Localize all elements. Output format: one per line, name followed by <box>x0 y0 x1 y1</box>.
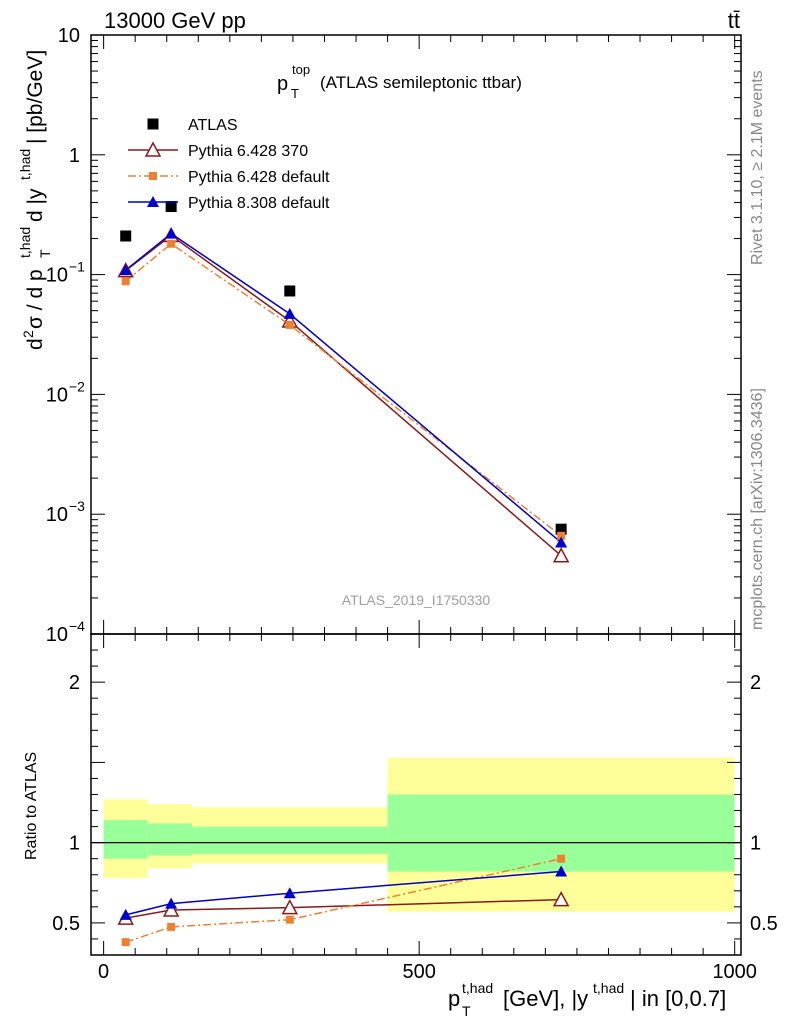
svg-text:| in [0,0.7]: | in [0,0.7] <box>630 986 726 1011</box>
svg-text:t,had: t,had <box>462 980 493 996</box>
svg-text:10: 10 <box>46 504 68 526</box>
legend-label-pythia-8-308-default: Pythia 8.308 default <box>188 195 330 212</box>
uncertainty-band-green-0 <box>103 820 148 859</box>
ratio-point-pythia-8-308-default <box>283 887 296 899</box>
ratio-point-pythia-6-428-370 <box>281 899 299 915</box>
ratio-y-tick-label-right: 1 <box>750 833 761 855</box>
svg-text:t,had: t,had <box>593 980 624 996</box>
main-point-pythia-6-428-default <box>285 320 294 329</box>
x-axis-label: p T t,had [GeV], |y t,had | in [0,0.7] <box>448 980 726 1019</box>
main-point-pythia-6-428-default <box>557 531 566 540</box>
rivet-version-label: Rivet 3.1.10, ≥ 2.1M events <box>749 70 766 265</box>
energy-label: 13000 GeV pp <box>104 8 246 33</box>
main-point-pythia-6-428-default <box>121 277 130 286</box>
main-y-axis-label: d 2 σ / d p T t,had d |y t,had | [pb/GeV… <box>17 50 53 350</box>
svg-text:2: 2 <box>20 330 36 338</box>
main-line-pythia-6-428-default <box>125 242 562 537</box>
svg-text:(ATLAS semileptonic ttbar): (ATLAS semileptonic ttbar) <box>320 73 522 92</box>
ratio-y-tick-label-right: 2 <box>750 672 761 694</box>
x-tick-label: 0 <box>98 961 109 983</box>
uncertainty-band-green-2 <box>191 826 388 854</box>
main-point-atlas <box>165 201 177 213</box>
ratio-point-pythia-6-428-370 <box>162 901 180 917</box>
main-y-tick-label: 10 −3 <box>46 498 85 526</box>
main-point-pythia-8-308-default <box>119 264 132 276</box>
ratio-line-pythia-8-308-default <box>125 870 562 916</box>
svg-text:d: d <box>24 338 47 350</box>
main-line-pythia-8-308-default <box>125 232 562 544</box>
svg-text:p: p <box>277 73 288 95</box>
main-y-tick-label: 1 <box>69 145 80 167</box>
legend-label-atlas: ATLAS <box>188 117 238 134</box>
legend-marker-pythia-8-308-default <box>147 196 159 207</box>
main-y-tick-label: 10 <box>58 25 80 47</box>
ratio-point-pythia-6-428-default <box>285 915 294 924</box>
main-point-atlas <box>555 523 567 535</box>
svg-text:10: 10 <box>46 265 68 287</box>
ratio-y-axis-label: Ratio to ATLAS <box>23 752 40 860</box>
legend-marker-pythia-6-428-370 <box>144 141 162 157</box>
ratio-point-pythia-6-428-370 <box>552 891 570 907</box>
main-title: p T top (ATLAS semileptonic ttbar) <box>277 62 522 101</box>
svg-text:T: T <box>291 86 299 101</box>
svg-text:| [pb/GeV]: | [pb/GeV] <box>24 50 47 144</box>
svg-text:d |y: d |y <box>24 188 47 222</box>
svg-text:10: 10 <box>46 624 68 646</box>
ratio-y-tick-label-right: 0.5 <box>750 913 778 935</box>
main-y-tick-label: 10 −2 <box>46 378 85 406</box>
svg-text:−2: −2 <box>69 378 85 394</box>
svg-text:10: 10 <box>58 25 80 47</box>
legend-label-pythia-6-428-default: Pythia 6.428 default <box>188 169 330 186</box>
mcplots-label: mcplots.cern.ch [arXiv:1306.3436] <box>749 388 766 630</box>
svg-text:−4: −4 <box>69 618 85 634</box>
ratio-point-pythia-8-308-default <box>165 897 178 909</box>
svg-text:top: top <box>292 62 310 77</box>
ratio-panel: 0 500 1000 0.5 0.5 1 1 2 2 <box>52 633 778 983</box>
main-y-tick-label: 10 −4 <box>46 618 85 646</box>
legend-label-pythia-6-428-370: Pythia 6.428 370 <box>188 143 308 160</box>
svg-text:T: T <box>37 249 53 258</box>
svg-text:T: T <box>462 1003 471 1019</box>
ratio-point-pythia-6-428-default <box>121 938 130 947</box>
x-tick-label: 1000 <box>712 961 757 983</box>
svg-text:1: 1 <box>69 145 80 167</box>
ratio-line-pythia-6-428-370 <box>125 898 562 919</box>
legend-marker-pythia-6-428-default <box>149 172 157 180</box>
main-line-pythia-6-428-370 <box>125 234 562 557</box>
ratio-y-tick-label: 1 <box>69 833 80 855</box>
svg-text:−1: −1 <box>69 259 85 275</box>
main-point-pythia-6-428-default <box>167 239 176 248</box>
main-point-pythia-6-428-370 <box>552 547 570 563</box>
main-y-tick-label: 10 −1 <box>46 259 85 287</box>
ratio-point-pythia-6-428-default <box>557 854 566 863</box>
main-point-atlas <box>284 285 296 297</box>
ratio-line-pythia-6-428-default <box>125 857 562 943</box>
legend: ATLAS Pythia 6.428 370 Pythia 6.428 defaul… <box>128 117 330 212</box>
svg-text:p: p <box>448 986 460 1011</box>
analysis-label: ATLAS_2019_I1750330 <box>342 592 491 608</box>
svg-text:σ / d p: σ / d p <box>24 269 47 329</box>
svg-text:[GeV], |y: [GeV], |y <box>503 986 588 1011</box>
main-point-pythia-8-308-default <box>555 536 568 548</box>
uncertainty-band-green-1 <box>147 823 192 856</box>
main-point-pythia-8-308-default <box>165 227 178 239</box>
ratio-y-tick-label: 2 <box>69 672 80 694</box>
ratio-point-pythia-8-308-default <box>119 908 132 920</box>
x-tick-label: 500 <box>402 961 435 983</box>
ratio-point-pythia-6-428-default <box>167 922 176 931</box>
main-point-atlas <box>120 230 132 242</box>
main-point-pythia-8-308-default <box>283 307 296 319</box>
svg-text:−3: −3 <box>69 498 85 514</box>
ratio-y-tick-label: 0.5 <box>52 913 80 935</box>
svg-text:10: 10 <box>46 384 68 406</box>
legend-marker-atlas <box>147 118 159 130</box>
process-label: tt̄ <box>728 8 740 33</box>
svg-text:t,had: t,had <box>17 149 33 180</box>
svg-text:t,had: t,had <box>17 227 33 258</box>
